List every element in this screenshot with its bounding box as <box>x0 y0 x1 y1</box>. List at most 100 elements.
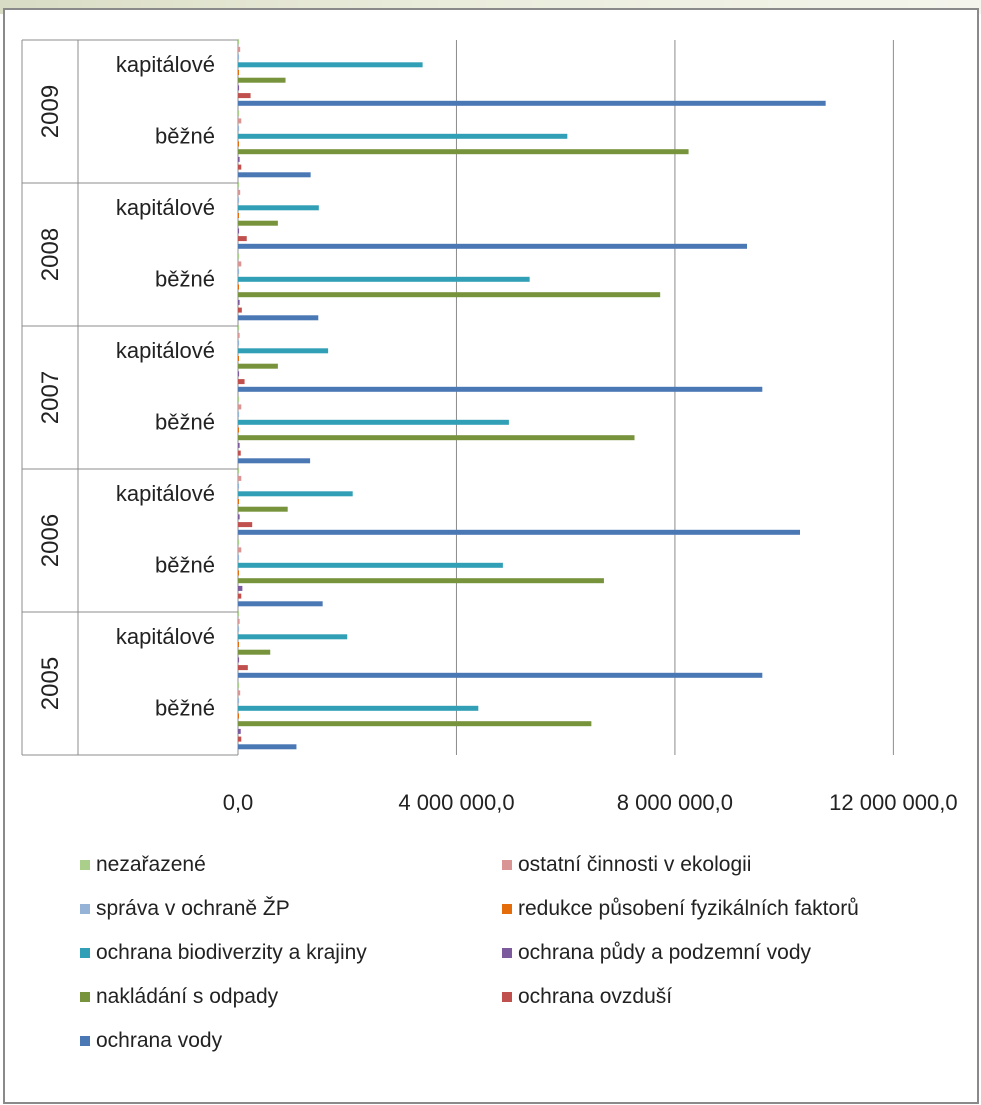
legend-item: správa v ochraně ŽP <box>80 894 290 924</box>
bar <box>238 690 241 696</box>
bar <box>238 54 240 60</box>
bar <box>238 213 239 218</box>
bar <box>238 713 239 719</box>
legend-label: ochrana biodiverzity a krajiny <box>96 941 367 964</box>
bar <box>238 657 240 663</box>
bar <box>238 100 826 106</box>
bar <box>238 634 348 640</box>
bar <box>238 126 240 132</box>
bar <box>238 412 240 418</box>
bar <box>238 85 240 91</box>
bar <box>238 261 242 267</box>
bar <box>238 292 661 298</box>
bar <box>238 483 240 489</box>
bar <box>238 744 297 750</box>
bar <box>238 404 242 410</box>
bar <box>238 46 241 52</box>
category-label: kapitálové <box>116 195 215 220</box>
bar <box>238 182 240 188</box>
bar <box>238 93 251 99</box>
bar <box>238 682 240 688</box>
bar <box>238 236 247 242</box>
category-label: běžné <box>155 123 215 148</box>
legend-label: nezařazené <box>96 853 206 876</box>
legend-item: redukce působení fyzikálních faktorů <box>502 894 859 924</box>
bar <box>238 522 253 528</box>
category-label: kapitálové <box>116 52 215 77</box>
bar <box>238 299 240 305</box>
bar <box>238 458 311 464</box>
bar <box>238 585 243 591</box>
category-label: kapitálové <box>116 481 215 506</box>
bar <box>238 315 319 321</box>
category-label: běžné <box>155 552 215 577</box>
legend-swatch <box>80 1036 90 1046</box>
legend-swatch <box>80 992 90 1002</box>
bar <box>238 547 242 553</box>
gridlines <box>237 40 894 755</box>
bar <box>238 371 240 377</box>
legend-item: ostatní činnosti v ekologii <box>502 850 751 880</box>
bar <box>238 77 286 83</box>
legend-label: ochrana vody <box>96 1029 223 1052</box>
bar <box>238 253 240 259</box>
x-axis-ticks: 0,0 4 000 000,0 8 000 000,0 12 000 000,0 <box>223 790 958 815</box>
bar <box>238 736 242 742</box>
bar <box>238 506 288 512</box>
category-label: běžné <box>155 695 215 720</box>
legend-label: redukce působení fyzikálních faktorů <box>518 897 859 920</box>
legend-swatch <box>80 860 90 870</box>
bar <box>238 332 240 338</box>
bar <box>238 570 239 576</box>
x-tick-label: 0,0 <box>223 790 254 815</box>
category-label: kapitálové <box>116 624 215 649</box>
bar <box>238 427 239 433</box>
legend-swatch <box>80 904 90 914</box>
chart-frame <box>3 8 979 1104</box>
year-label: 2009 <box>37 85 64 138</box>
bar <box>238 435 635 441</box>
bar <box>238 379 245 385</box>
legend-label: ochrana ovzduší <box>518 985 673 1008</box>
legend-swatch <box>502 904 512 914</box>
legend-label: nakládání s odpady <box>96 985 279 1008</box>
bar <box>238 499 239 504</box>
bar <box>238 110 240 116</box>
bar <box>238 220 278 226</box>
bar <box>238 228 240 234</box>
year-label: 2005 <box>37 657 64 710</box>
bar <box>238 118 242 124</box>
legend-swatch <box>502 948 512 958</box>
bar <box>238 475 242 481</box>
bar <box>238 601 323 607</box>
bar <box>238 363 278 369</box>
bar <box>238 70 239 75</box>
bar <box>238 593 242 599</box>
bar <box>238 197 240 203</box>
bar <box>238 356 239 361</box>
bar <box>238 626 240 632</box>
bar <box>238 396 240 402</box>
legend-item: ochrana ovzduší <box>502 982 672 1012</box>
bar <box>238 618 240 624</box>
bar <box>238 386 763 392</box>
bar <box>238 529 800 535</box>
bar <box>238 348 329 354</box>
bars <box>238 39 826 750</box>
bar <box>238 491 353 497</box>
bar <box>238 611 240 617</box>
bar <box>238 205 319 211</box>
bar <box>238 442 240 448</box>
bar <box>238 307 242 313</box>
category-label: běžné <box>155 409 215 434</box>
bar <box>238 269 240 275</box>
legend-label: správa v ochraně ŽP <box>96 897 290 920</box>
x-tick-label: 12 000 000,0 <box>829 790 957 815</box>
bar <box>238 141 239 147</box>
bar <box>238 705 479 711</box>
bar <box>238 578 604 584</box>
bar <box>238 62 423 68</box>
bar <box>238 450 241 456</box>
bar <box>238 539 240 545</box>
